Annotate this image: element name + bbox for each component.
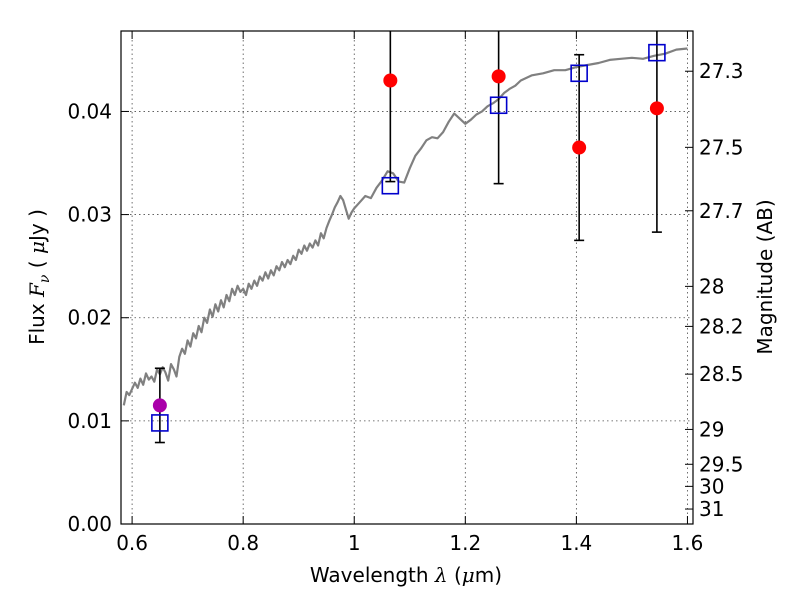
y-tick-label: 0.01 [67,409,112,433]
mag-tick-label: 29 [699,417,724,441]
model-square [489,96,508,115]
x-tick-label: 0.6 [116,531,148,555]
y-axis-label: Flux Fν ( μJy ) [25,209,53,345]
axis-ticks [121,31,693,525]
plot-background [121,31,693,524]
mag-tick-label: 28.2 [699,314,744,338]
x-tick-label: 1.2 [449,531,481,555]
model-square [151,414,169,432]
model-spectrum-line [122,47,688,406]
model-square [381,176,400,195]
mag-tick-label: 29.5 [699,452,744,476]
y-tick-label: 0.02 [67,306,112,330]
x-tick-label: 1.6 [672,531,704,555]
mag-tick-label: 31 [699,497,724,521]
y-tick-label: 0.03 [67,203,112,227]
x-tick-label: 1.4 [560,531,592,555]
mag-tick-label: 30 [699,474,724,498]
mag-tick-label: 28.5 [699,362,744,386]
model-square [570,64,588,83]
mag-tick-label: 27.7 [699,199,744,223]
observed-point [491,69,506,84]
mag-tick-label: 28 [699,274,724,298]
observed-point [649,101,664,116]
y2-axis-label: Magnitude (AB) [753,199,777,354]
observed-point [572,140,587,155]
observed-point [383,73,398,88]
y-tick-label: 0.00 [67,512,112,536]
mag-tick-label: 27.3 [699,59,744,83]
x-axis-label: Wavelength λ (μm) [310,563,502,587]
x-tick-label: 1 [348,531,361,555]
plot-frame [120,30,694,525]
y-tick-label: 0.04 [67,99,112,123]
mag-tick-label: 27.5 [699,135,744,159]
x-tick-label: 0.8 [227,531,259,555]
observed-point [152,398,167,413]
model-square [648,43,666,62]
plot-area [122,31,688,444]
